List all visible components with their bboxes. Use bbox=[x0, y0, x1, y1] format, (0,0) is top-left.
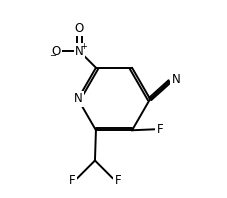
Text: −: − bbox=[49, 51, 56, 60]
Text: O: O bbox=[52, 45, 61, 58]
Text: O: O bbox=[74, 22, 84, 35]
Text: N: N bbox=[171, 73, 180, 86]
Text: N: N bbox=[75, 45, 83, 58]
Text: +: + bbox=[80, 42, 87, 51]
Text: F: F bbox=[114, 174, 121, 187]
Text: F: F bbox=[156, 123, 163, 136]
Text: F: F bbox=[68, 174, 75, 187]
Text: N: N bbox=[73, 92, 82, 106]
